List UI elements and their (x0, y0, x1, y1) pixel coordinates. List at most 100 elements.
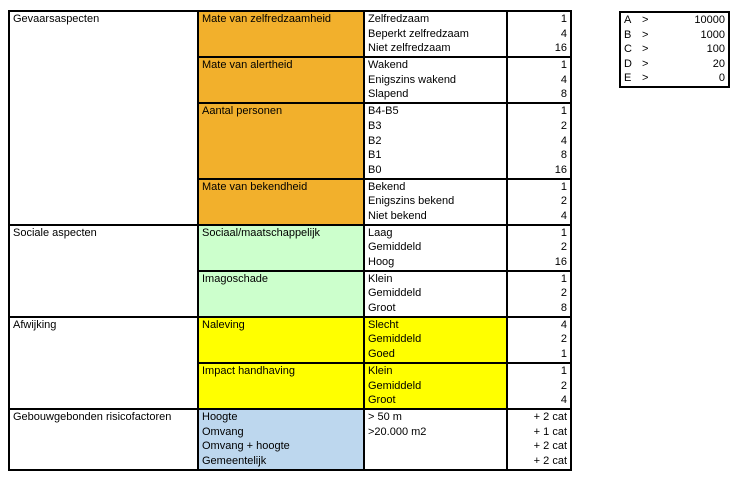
block-row: Mate van bekendheid Bekend Enigszins beken… (9, 177, 572, 226)
legend-operator: > (642, 43, 649, 56)
aspect-label: Hoogte (202, 410, 238, 423)
legend-class-label: A (624, 14, 632, 26)
score-cell: + 2 cat + 1 cat + 2 cat + 2 cat (506, 407, 572, 471)
category-cell: Sociale aspecten (8, 223, 199, 318)
aspect-label: Sociaal/maatschappelijk (202, 226, 321, 239)
score-line: 2 (560, 379, 567, 392)
value-line: Gemiddeld (368, 287, 422, 300)
value-line: Laag (368, 226, 393, 239)
category-cell: Gebouwgebonden risicofactoren (8, 407, 199, 471)
block-row: Sociale aspecten Sociaal/maatschappelijk L… (8, 223, 572, 318)
empty-line (366, 439, 505, 454)
aspect-cell: Mate van alertheid (197, 56, 365, 105)
score-line: + 2 cat (533, 454, 567, 467)
score-cell: 1 2 16 (506, 223, 572, 272)
score-cell: 1 4 16 (506, 9, 572, 59)
legend-threshold-value: 20 (712, 57, 725, 70)
block-row: Imagoschade Klein Gemiddeld Groot 1 2 8 (9, 269, 572, 318)
category-label: Gebouwgebonden risicofactoren (13, 410, 172, 423)
category-cell: Gevaarsaspecten (8, 10, 199, 226)
score-line: 8 (560, 88, 567, 101)
score-line: 4 (560, 394, 567, 407)
score-line: 8 (560, 302, 567, 315)
block-row: Afwijking Naleving Slecht Gemiddeld Goed 4 2 1 (8, 315, 572, 410)
score-line: 2 (560, 287, 567, 300)
aspect-label: Omvang (202, 425, 244, 438)
score-line: + 2 cat (533, 440, 567, 453)
value-line: Beperkt zelfredzaam (368, 27, 469, 40)
block-row: Aantal personen B4-B5 B3 B2 B1 B0 1 2 4 8 16 (9, 102, 572, 180)
score-line: 1 (560, 59, 567, 72)
score-cell: 1 2 4 8 16 (506, 102, 572, 180)
value-line: Groot (368, 302, 396, 315)
legend-row: D >20 (621, 57, 728, 72)
value-line: Klein (368, 364, 393, 377)
value-cell: Klein Gemiddeld Groot (363, 269, 508, 318)
legend-operator: > (642, 72, 649, 85)
value-cell: B4-B5 B3 B2 B1 B0 (363, 102, 508, 180)
value-line: Gemiddeld (368, 241, 422, 254)
score-line: 1 (560, 180, 567, 193)
value-cell: Zelfredzaam Beperkt zelfredzaam Niet zelfr… (363, 9, 508, 59)
value-line: Groot (368, 394, 396, 407)
legend-class-label: D (624, 57, 632, 70)
legend-threshold-value: 1000 (700, 28, 725, 41)
block-row: Gevaarsaspecten Mate van zelfredzaamheid Z… (8, 9, 572, 226)
value-cell: Wakend Enigszins wakend Slapend (363, 56, 508, 105)
value-line: Klein (368, 272, 393, 285)
category-label: Sociale aspecten (13, 226, 97, 239)
category-label: Afwijking (13, 318, 57, 331)
value-cell: Klein Gemiddeld Groot (363, 361, 508, 410)
value-line: Goed (368, 348, 395, 361)
aspect-cell: Mate van bekendheid (197, 177, 365, 226)
value-line: Slapend (368, 88, 409, 101)
score-line: 1 (560, 226, 567, 239)
value-line: B4-B5 (368, 105, 399, 118)
value-line: Gemiddeld (368, 333, 422, 346)
value-line: >20.000 m2 (368, 425, 427, 438)
value-line: B0 (368, 163, 382, 176)
legend-class-label: C (624, 43, 632, 56)
value-line: B3 (368, 119, 382, 132)
category-cell: Afwijking (8, 315, 199, 410)
legend-operator: > (642, 57, 649, 70)
aspect-cell: Naleving (197, 315, 365, 364)
aspect-label: Gemeentelijk (202, 454, 267, 467)
value-line: Wakend (368, 59, 408, 72)
aspect-label: Impact handhaving (202, 364, 295, 377)
score-legend-table: A >10000 B >1000 C >100 D >20 E >0 (619, 11, 730, 88)
value-line: B1 (368, 149, 382, 162)
score-line: 1 (560, 348, 567, 361)
score-line: 2 (560, 119, 567, 132)
block-row: Impact handhaving Klein Gemiddeld Groot 1 2 4 (9, 361, 572, 410)
value-line: Hoog (368, 256, 395, 268)
legend-class-label: B (624, 28, 632, 41)
legend-row: E >0 (621, 71, 728, 86)
legend-row: A >10000 (621, 13, 728, 28)
value-line: Niet zelfredzaam (368, 42, 451, 55)
legend-threshold-value: 0 (718, 72, 725, 85)
aspect-label: Aantal personen (202, 105, 283, 118)
score-cell: 1 2 8 (506, 269, 572, 318)
value-cell: > 50 m >20.000 m2 (363, 407, 508, 471)
aspect-label: Naleving (202, 318, 245, 331)
legend-row: B >1000 (621, 28, 728, 43)
aspect-cell: Sociaal/maatschappelijk (197, 223, 365, 272)
empty-line (366, 454, 505, 468)
value-line: B2 (368, 134, 382, 147)
aspect-cell: Imagoschade (197, 269, 365, 318)
legend-threshold-value: 100 (706, 43, 725, 56)
score-line: 16 (554, 42, 567, 55)
score-line: 4 (560, 318, 567, 331)
score-line: 16 (554, 163, 567, 176)
aspect-label: Imagoschade (202, 272, 269, 285)
score-line: + 1 cat (533, 425, 567, 438)
score-line: + 2 cat (533, 410, 567, 423)
score-line: 4 (560, 27, 567, 40)
block-row: Mate van alertheid Wakend Enigszins wakend… (9, 56, 572, 105)
score-line: 4 (560, 73, 567, 86)
score-line: 2 (560, 333, 567, 346)
